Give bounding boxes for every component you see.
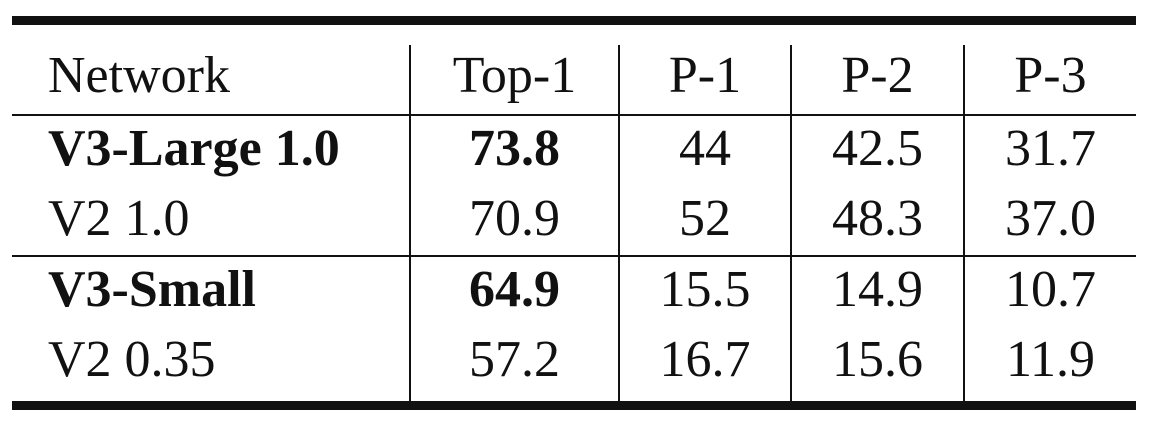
header-network: Network: [48, 47, 230, 104]
row-v3-small-p1: 15.5: [659, 261, 751, 318]
row-v3-large-p3: 31.7: [1005, 120, 1096, 177]
column-divider: [409, 45, 411, 401]
row-v2-1-p1: 52: [679, 190, 731, 247]
row-v2-035-p3: 11.9: [1005, 331, 1096, 388]
row-v3-small-p2: 14.9: [832, 261, 923, 318]
row-v3-large-network: V3-Large 1.0: [48, 120, 340, 177]
header-p3: P-3: [1014, 47, 1087, 104]
row-v2-1-p2: 48.3: [832, 190, 923, 247]
row-v2-1-network: V2 1.0: [48, 190, 190, 247]
row-v3-small-p3: 10.7: [1005, 261, 1096, 318]
row-v3-large-p2: 42.5: [832, 120, 923, 177]
group-separator-rule: [12, 255, 1136, 257]
top-rule: [12, 16, 1136, 25]
header-rule: [12, 114, 1136, 116]
bottom-rule: [12, 401, 1136, 410]
row-v2-035-network: V2 0.35: [48, 331, 216, 388]
header-p2: P-2: [841, 47, 914, 104]
row-v2-1-p3: 37.0: [1005, 190, 1096, 247]
header-p1: P-1: [668, 47, 742, 104]
header-top1: Top-1: [452, 47, 577, 104]
column-divider: [618, 45, 620, 401]
row-v2-035-p2: 15.6: [832, 331, 923, 388]
row-v3-small-top1: 64.9: [469, 261, 560, 318]
row-v2-1-top1: 70.9: [469, 190, 560, 247]
column-divider: [963, 45, 965, 401]
row-v3-large-p1: 44: [679, 120, 731, 177]
column-divider: [790, 45, 792, 401]
row-v2-035-top1: 57.2: [469, 331, 560, 388]
row-v2-035-p1: 16.7: [659, 331, 751, 388]
row-v3-small-network: V3-Small: [48, 261, 256, 318]
row-v3-large-top1: 73.8: [469, 120, 560, 177]
